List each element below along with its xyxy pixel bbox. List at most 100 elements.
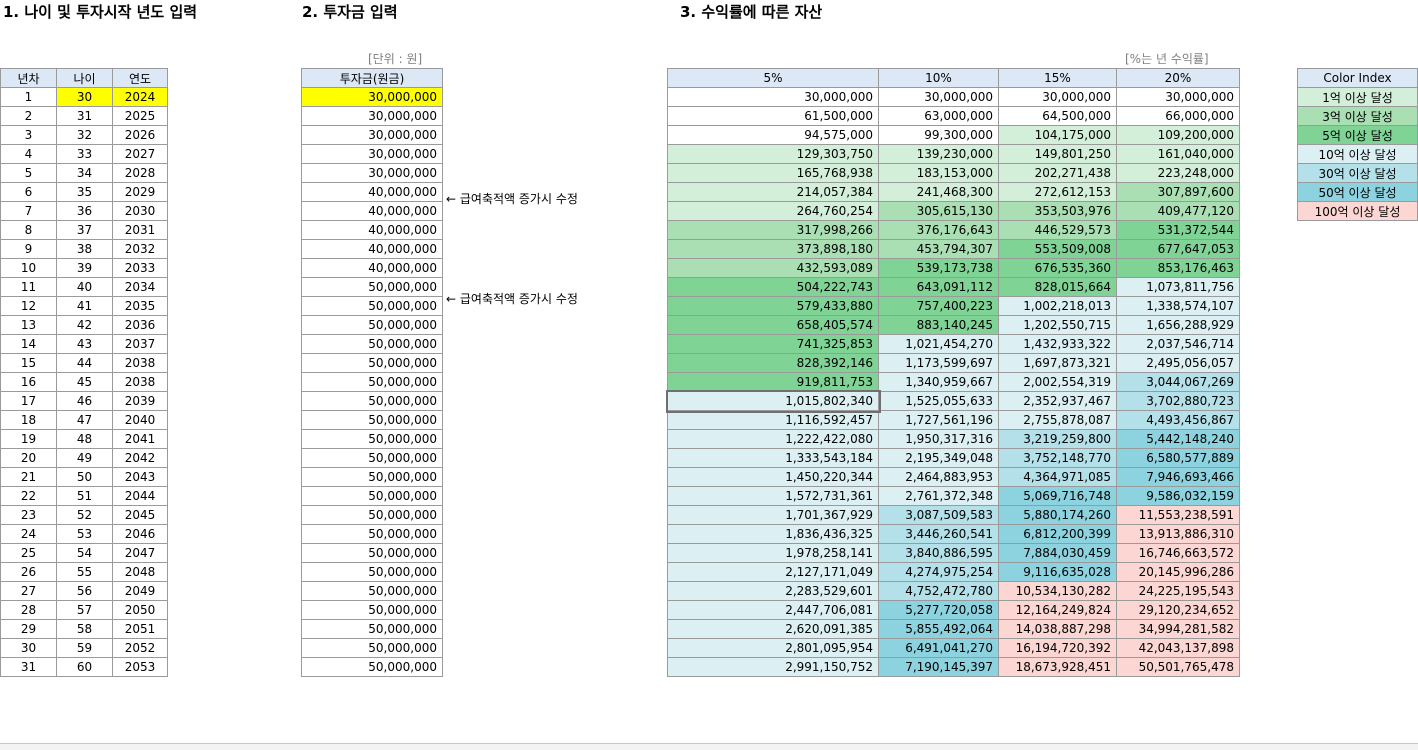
returns-cell[interactable]: 3,702,880,723 <box>1116 391 1240 411</box>
returns-cell[interactable]: 3,840,886,595 <box>878 543 999 563</box>
returns-cell[interactable]: 2,620,091,385 <box>667 619 879 639</box>
returns-cell[interactable]: 676,535,360 <box>998 258 1117 278</box>
returns-cell[interactable]: 161,040,000 <box>1116 144 1240 164</box>
returns-cell[interactable]: 677,647,053 <box>1116 239 1240 259</box>
returns-cell[interactable]: 3,044,067,269 <box>1116 372 1240 392</box>
returns-cell[interactable]: 828,015,664 <box>998 277 1117 297</box>
returns-cell[interactable]: 317,998,266 <box>667 220 879 240</box>
investment-cell[interactable]: 50,000,000 <box>301 315 443 335</box>
returns-cell[interactable]: 183,153,000 <box>878 163 999 183</box>
returns-cell[interactable]: 1,015,802,340 <box>665 389 881 413</box>
investment-cell[interactable]: 50,000,000 <box>301 657 443 677</box>
investment-cell[interactable]: 50,000,000 <box>301 562 443 582</box>
returns-cell[interactable]: 2,447,706,081 <box>667 600 879 620</box>
investment-cell[interactable]: 50,000,000 <box>301 334 443 354</box>
returns-cell[interactable]: 30,000,000 <box>878 87 999 107</box>
returns-cell[interactable]: 264,760,254 <box>667 201 879 221</box>
investment-cell[interactable]: 40,000,000 <box>301 220 443 240</box>
returns-cell[interactable]: 18,673,928,451 <box>998 657 1117 677</box>
investment-cell[interactable]: 50,000,000 <box>301 467 443 487</box>
returns-cell[interactable]: 139,230,000 <box>878 144 999 164</box>
returns-cell[interactable]: 4,364,971,085 <box>998 467 1117 487</box>
investment-cell[interactable]: 30,000,000 <box>301 144 443 164</box>
returns-cell[interactable]: 63,000,000 <box>878 106 999 126</box>
investment-cell[interactable]: 40,000,000 <box>301 239 443 259</box>
returns-cell[interactable]: 2,761,372,348 <box>878 486 999 506</box>
returns-cell[interactable]: 1,073,811,756 <box>1116 277 1240 297</box>
returns-cell[interactable]: 5,277,720,058 <box>878 600 999 620</box>
returns-cell[interactable]: 446,529,573 <box>998 220 1117 240</box>
returns-cell[interactable]: 1,836,436,325 <box>667 524 879 544</box>
age-table-cell[interactable]: 2024 <box>112 87 168 107</box>
returns-cell[interactable]: 1,338,574,107 <box>1116 296 1240 316</box>
returns-cell[interactable]: 94,575,000 <box>667 125 879 145</box>
returns-cell[interactable]: 2,283,529,601 <box>667 581 879 601</box>
returns-cell[interactable]: 1,697,873,321 <box>998 353 1117 373</box>
returns-cell[interactable]: 5,855,492,064 <box>878 619 999 639</box>
returns-cell[interactable]: 1,202,550,715 <box>998 315 1117 335</box>
returns-cell[interactable]: 2,352,937,467 <box>998 391 1117 411</box>
returns-cell[interactable]: 643,091,112 <box>878 277 999 297</box>
returns-cell[interactable]: 853,176,463 <box>1116 258 1240 278</box>
returns-cell[interactable]: 883,140,245 <box>878 315 999 335</box>
returns-cell[interactable]: 432,593,089 <box>667 258 879 278</box>
investment-cell[interactable]: 50,000,000 <box>301 505 443 525</box>
returns-cell[interactable]: 66,000,000 <box>1116 106 1240 126</box>
investment-cell[interactable]: 40,000,000 <box>301 201 443 221</box>
returns-cell[interactable]: 504,222,743 <box>667 277 879 297</box>
returns-cell[interactable]: 2,755,878,087 <box>998 410 1117 430</box>
returns-cell[interactable]: 531,372,544 <box>1116 220 1240 240</box>
returns-cell[interactable]: 2,002,554,319 <box>998 372 1117 392</box>
returns-cell[interactable]: 9,586,032,159 <box>1116 486 1240 506</box>
returns-cell[interactable]: 99,300,000 <box>878 125 999 145</box>
returns-cell[interactable]: 30,000,000 <box>998 87 1117 107</box>
investment-cell[interactable]: 40,000,000 <box>301 258 443 278</box>
investment-cell[interactable]: 40,000,000 <box>301 182 443 202</box>
returns-cell[interactable]: 3,087,509,583 <box>878 505 999 525</box>
returns-cell[interactable]: 2,801,095,954 <box>667 638 879 658</box>
investment-cell[interactable]: 50,000,000 <box>301 543 443 563</box>
returns-cell[interactable]: 1,173,599,697 <box>878 353 999 373</box>
investment-cell[interactable]: 50,000,000 <box>301 600 443 620</box>
returns-cell[interactable]: 828,392,146 <box>667 353 879 373</box>
returns-cell[interactable]: 305,615,130 <box>878 201 999 221</box>
returns-cell[interactable]: 353,503,976 <box>998 201 1117 221</box>
returns-cell[interactable]: 3,446,260,541 <box>878 524 999 544</box>
investment-cell[interactable]: 50,000,000 <box>301 448 443 468</box>
returns-cell[interactable]: 3,219,259,800 <box>998 429 1117 449</box>
returns-cell[interactable]: 1,116,592,457 <box>667 410 879 430</box>
returns-cell[interactable]: 4,274,975,254 <box>878 562 999 582</box>
investment-cell[interactable]: 50,000,000 <box>301 638 443 658</box>
returns-cell[interactable]: 1,572,731,361 <box>667 486 879 506</box>
returns-cell[interactable]: 1,002,218,013 <box>998 296 1117 316</box>
returns-cell[interactable]: 4,493,456,867 <box>1116 410 1240 430</box>
returns-cell[interactable]: 2,991,150,752 <box>667 657 879 677</box>
returns-cell[interactable]: 453,794,307 <box>878 239 999 259</box>
returns-cell[interactable]: 14,038,887,298 <box>998 619 1117 639</box>
returns-cell[interactable]: 149,801,250 <box>998 144 1117 164</box>
returns-cell[interactable]: 24,225,195,543 <box>1116 581 1240 601</box>
returns-cell[interactable]: 1,656,288,929 <box>1116 315 1240 335</box>
returns-cell[interactable]: 1,333,543,184 <box>667 448 879 468</box>
returns-cell[interactable]: 539,173,738 <box>878 258 999 278</box>
returns-cell[interactable]: 741,325,853 <box>667 334 879 354</box>
returns-cell[interactable]: 553,509,008 <box>998 239 1117 259</box>
returns-cell[interactable]: 5,069,716,748 <box>998 486 1117 506</box>
returns-cell[interactable]: 658,405,574 <box>667 315 879 335</box>
returns-cell[interactable]: 1,222,422,080 <box>667 429 879 449</box>
returns-cell[interactable]: 129,303,750 <box>667 144 879 164</box>
returns-cell[interactable]: 919,811,753 <box>667 372 879 392</box>
investment-cell[interactable]: 50,000,000 <box>301 410 443 430</box>
returns-cell[interactable]: 1,978,258,141 <box>667 543 879 563</box>
sheet-tab-bar[interactable] <box>0 743 1418 750</box>
returns-cell[interactable]: 11,553,238,591 <box>1116 505 1240 525</box>
returns-cell[interactable]: 307,897,600 <box>1116 182 1240 202</box>
returns-cell[interactable]: 104,175,000 <box>998 125 1117 145</box>
returns-cell[interactable]: 3,752,148,770 <box>998 448 1117 468</box>
returns-cell[interactable]: 579,433,880 <box>667 296 879 316</box>
returns-cell[interactable]: 2,195,349,048 <box>878 448 999 468</box>
returns-cell[interactable]: 29,120,234,652 <box>1116 600 1240 620</box>
returns-cell[interactable]: 6,491,041,270 <box>878 638 999 658</box>
investment-cell[interactable]: 30,000,000 <box>301 106 443 126</box>
returns-cell[interactable]: 376,176,643 <box>878 220 999 240</box>
